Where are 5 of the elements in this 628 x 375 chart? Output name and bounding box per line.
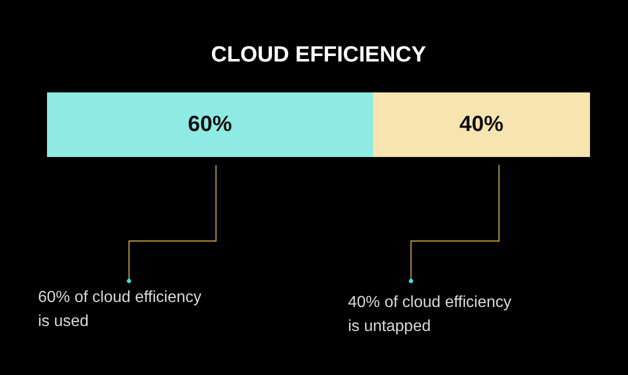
- data-label: 40%: [459, 110, 504, 136]
- text: 60% of cloud efficiency is used: [38, 288, 202, 332]
- chart-title: CLOUD EFFICIENCY: [210, 41, 426, 66]
- text: 40% of cloud efficiency is untapped: [348, 293, 512, 337]
- data-label: 60%: [188, 110, 232, 136]
